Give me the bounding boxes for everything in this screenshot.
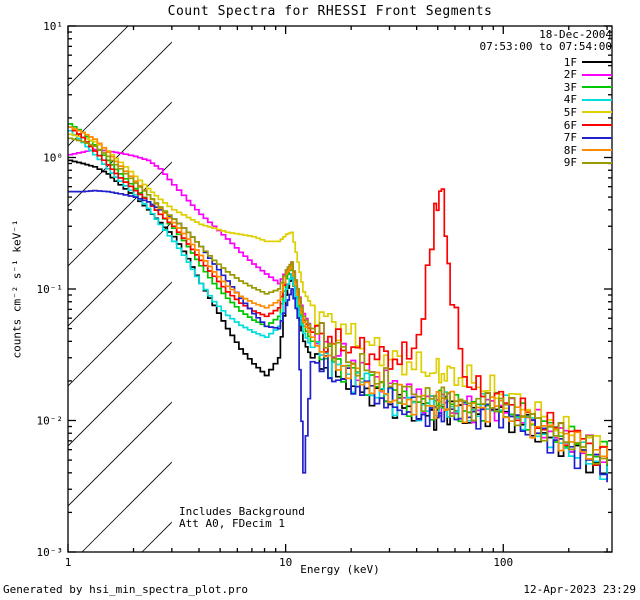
observation-time-range: 07:53:00 to 07:54:00 [479,40,612,53]
legend-item-4F: 4F [563,93,612,107]
legend-item-2F: 2F [563,68,612,82]
y-axis-label: counts cm⁻² s⁻¹ keV⁻¹ [10,219,24,359]
legend-item-7F: 7F [563,131,612,145]
legend-item-8F: 8F [563,143,612,157]
legend-label: 5F [563,105,577,119]
x-axis-label: Energy (keV) [300,563,380,576]
legend-item-1F: 1F [563,55,612,69]
legend-line-swatch [582,61,612,63]
legend-line-swatch [582,124,612,126]
annotation-attenuator: Att A0, FDecim 1 [179,517,285,530]
legend-item-9F: 9F [563,156,612,170]
plot-annotations: Includes Background Att A0, FDecim 1 [179,506,305,530]
legend-line-swatch [582,73,612,76]
series-5F [68,133,608,453]
legend-line-swatch [582,161,612,164]
y-tick-label: 10⁻¹ [37,283,64,296]
legend-label: 9F [563,156,577,170]
legend-line-swatch [582,136,612,139]
legend-line-swatch [582,98,612,101]
generated-by-text: Generated by hsi_min_spectra_plot.pro [3,583,249,596]
y-tick-label: 10⁻³ [37,546,64,559]
plot-title: Count Spectra for RHESSI Front Segments [167,4,493,19]
legend-label: 1F [563,55,577,69]
legend-item-3F: 3F [563,80,612,94]
y-tick-label: 10¹ [43,20,63,33]
spectra-curves [68,123,608,483]
series-1F [68,159,608,475]
hatched-region [68,26,172,552]
legend-label: 7F [563,131,577,145]
annotation-background: Includes Background [179,505,305,518]
legend-line-swatch [582,111,612,114]
legend-item-6F: 6F [563,118,612,132]
generation-timestamp: 12-Apr-2023 23:29 [523,583,636,596]
legend-label: 4F [563,93,577,107]
observation-date: 18-Dec-2004 [539,28,612,41]
y-tick-label: 10⁰ [43,152,63,165]
observation-datetime: 18-Dec-2004 07:53:00 to 07:54:00 [372,29,612,53]
legend-label: 3F [563,80,577,94]
legend-label: 8F [563,143,577,157]
axes-frame [67,25,613,553]
legend: 1F 2F 3F 4F 5F 6F 7F 8F 9F [442,56,612,176]
series-7F [68,189,608,483]
legend-label: 2F [563,68,577,82]
x-tick-label: 1 [65,556,72,569]
tick-labels: 1 10 100 10¹ 10⁰ 10⁻¹ 10⁻² 10⁻³ [37,20,514,569]
legend-line-swatch [582,86,612,89]
legend-line-swatch [582,149,612,152]
series-9F [68,137,608,465]
x-tick-label: 10 [279,556,292,569]
legend-item-5F: 5F [563,105,612,119]
legend-label: 6F [563,118,577,132]
y-tick-label: 10⁻² [37,415,64,428]
x-tick-label: 100 [493,556,513,569]
